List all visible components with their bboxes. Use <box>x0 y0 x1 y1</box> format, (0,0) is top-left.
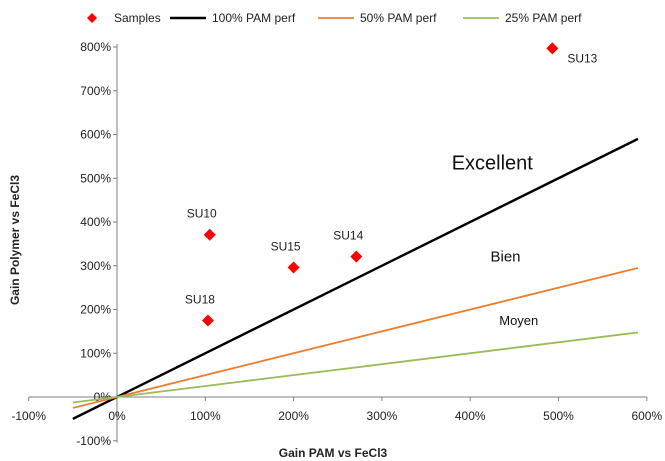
point-label-su14: SU14 <box>333 229 363 243</box>
point-label-su18: SU18 <box>185 292 215 306</box>
zone-label-excellent: Excellent <box>452 153 534 175</box>
y-axis-title: Gain Polymer vs FeCl3 <box>8 175 22 305</box>
zone-label-bien: Bien <box>491 248 521 265</box>
x-tick-label: 100% <box>190 409 221 423</box>
legend: Samples 100% PAM perf 50% PAM perf 25% PAM … <box>87 11 582 25</box>
legend-label-samples: Samples <box>114 11 161 25</box>
y-tick-label: 200% <box>80 303 111 317</box>
y-tick-label: 400% <box>80 215 111 229</box>
sample-point-su10 <box>203 228 216 241</box>
legend-label-25-pam-perf: 25% PAM perf <box>505 11 582 25</box>
series-line-25-pam-perf <box>72 331 639 404</box>
sample-point-su14 <box>350 250 363 263</box>
x-tick-label: 300% <box>367 409 398 423</box>
sample-point-su18 <box>201 314 214 327</box>
zone-label-moyen: Moyen <box>499 313 538 328</box>
y-tick-label: 700% <box>80 84 111 98</box>
x-tick-label: -100% <box>11 409 46 423</box>
point-label-su15: SU15 <box>271 240 301 254</box>
y-tick-label: 500% <box>80 171 111 185</box>
y-tick-label: 100% <box>80 346 111 360</box>
x-tick-label: 500% <box>543 409 574 423</box>
legend-label-50-pam-perf: 50% PAM perf <box>360 11 437 25</box>
sample-point-su15 <box>287 261 300 274</box>
x-tick-label: 200% <box>278 409 309 423</box>
sample-points: SU13 SU10 SU15 SU14 SU18 <box>185 42 598 327</box>
x-tick-label: 600% <box>631 409 662 423</box>
x-tick-label: 0% <box>108 409 126 423</box>
axes: -100% 0% 100% 200% 300% 400% 500% 600% 700% 800% -… <box>11 40 662 448</box>
sample-point-su13 <box>546 42 559 55</box>
y-tick-label: 600% <box>80 128 111 142</box>
x-tick-label: 400% <box>455 409 486 423</box>
point-label-su13: SU13 <box>567 51 597 65</box>
series-line-50-pam-perf <box>72 267 639 409</box>
performance-lines <box>72 137 639 420</box>
legend-label-100-pam-perf: 100% PAM perf <box>212 11 296 25</box>
y-tick-label: 300% <box>80 259 111 273</box>
y-tick-label: 0% <box>94 390 112 404</box>
legend-marker-samples <box>87 13 97 23</box>
x-axis-title: Gain PAM vs FeCl3 <box>279 446 388 460</box>
y-tick-label: 800% <box>80 40 111 54</box>
point-label-su10: SU10 <box>187 207 217 221</box>
series-line-100-pam-perf <box>72 137 639 420</box>
zone-annotations: Excellent Bien Moyen <box>452 153 539 328</box>
y-tick-label: -100% <box>76 434 111 448</box>
